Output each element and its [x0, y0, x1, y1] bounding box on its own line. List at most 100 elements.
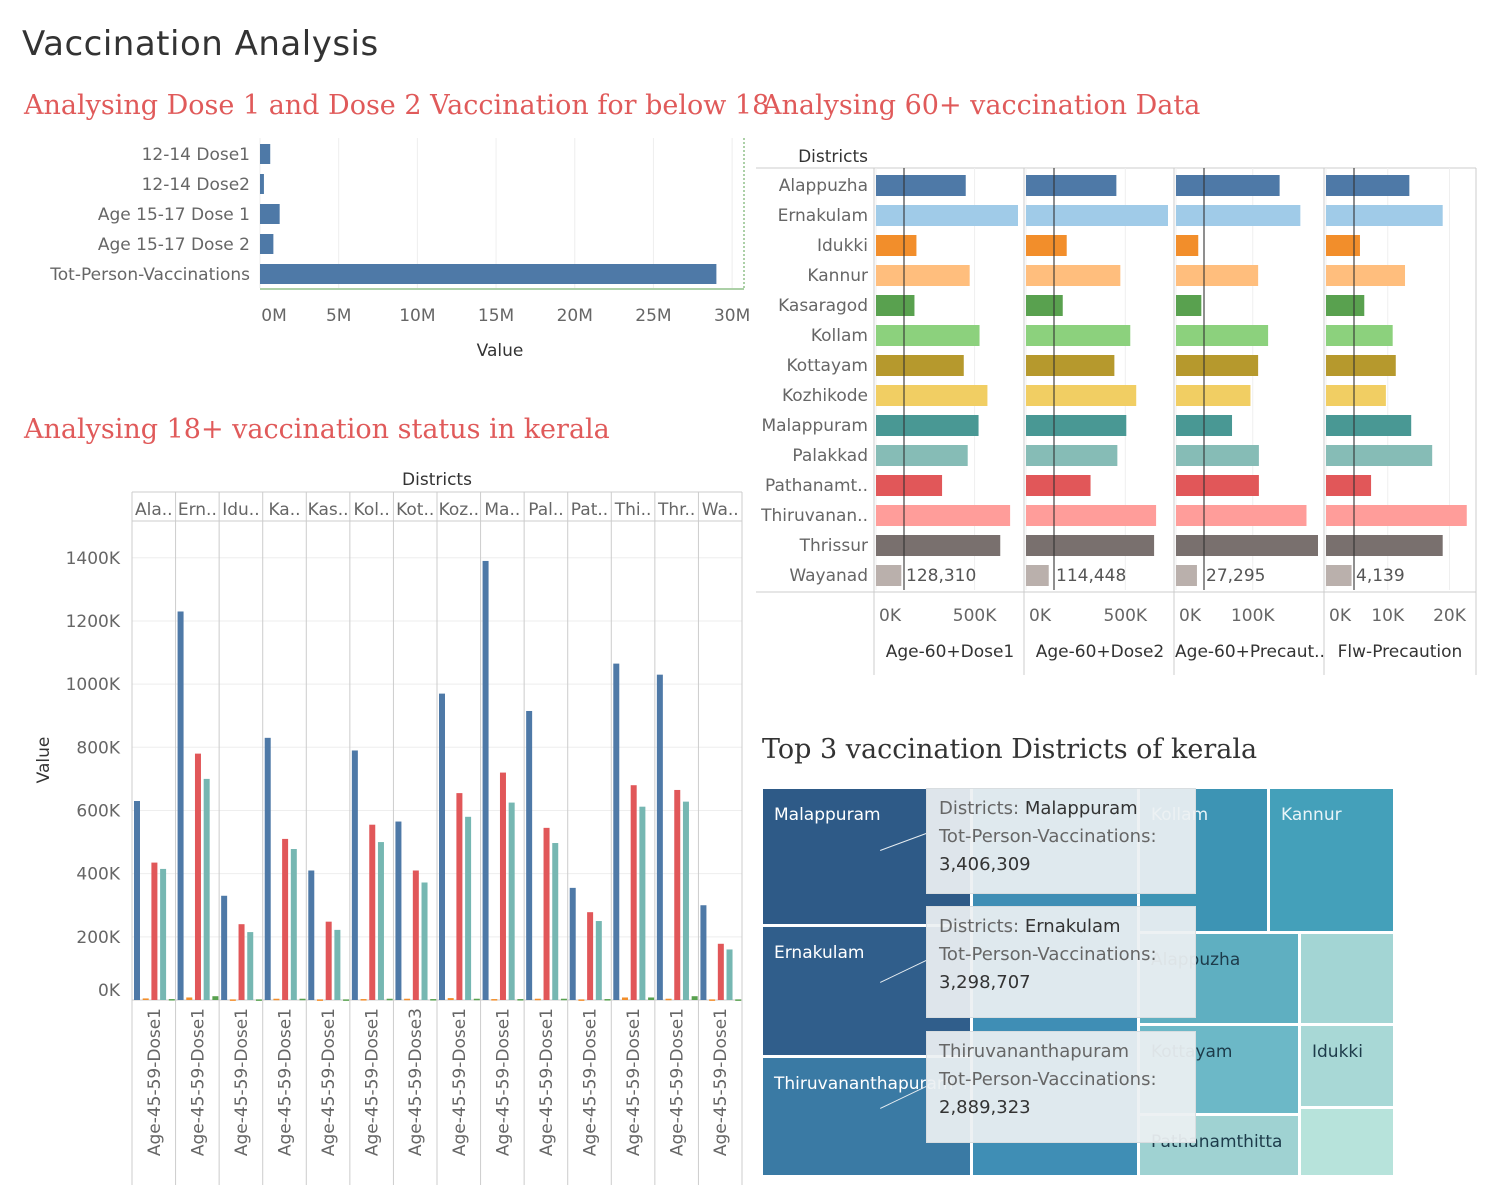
- senior-xtick-label: 500K: [1103, 606, 1147, 626]
- senior-bar: [1326, 535, 1443, 556]
- senior-bar-chart: Districts Alappuzha Ernakulam Idukki Kannur K…: [756, 147, 1477, 675]
- senior-bar: [1326, 475, 1372, 496]
- senior-xtick-label: 10K: [1371, 606, 1405, 626]
- senior-bar: [1026, 175, 1117, 196]
- adult-bar: [569, 887, 576, 1000]
- tooltip-field-value: Ernakulam: [1024, 916, 1121, 937]
- adult-district-header: Thr..: [657, 500, 695, 520]
- adult-district-header: Thi..: [614, 500, 652, 520]
- tooltip-measure-value: 2,889,323: [939, 1097, 1031, 1118]
- adult-ytick-label: 1000K: [66, 675, 121, 695]
- adult-bar: [212, 996, 219, 1000]
- senior-bar: [1176, 325, 1269, 346]
- adult-district-header: Wa..: [702, 500, 739, 520]
- adult-bar: [726, 949, 733, 1000]
- adult-bar: [334, 929, 341, 1000]
- senior-bar: [1026, 265, 1121, 286]
- adult-yaxis-label: Value: [34, 737, 54, 784]
- senior-bar: [1026, 355, 1115, 376]
- senior-district-label: Thrissur: [799, 536, 868, 556]
- senior-xtick-label: 100K: [1231, 606, 1275, 626]
- adult-ytick-label: 0K: [98, 981, 121, 1001]
- senior-bar: [1326, 505, 1467, 526]
- below18-xaxis-label: Value: [477, 341, 524, 361]
- adult-bar: [526, 710, 533, 1000]
- treemap-tile[interactable]: Idukki: [1300, 1025, 1394, 1107]
- senior-bar: [876, 535, 1001, 556]
- senior-bar: [1326, 385, 1386, 406]
- senior-data-label: 114,448: [1056, 566, 1126, 586]
- adult-bar: [587, 912, 594, 1000]
- adult-bar: [186, 997, 193, 1000]
- treemap-tile[interactable]: [1300, 1108, 1394, 1176]
- tooltip-measure-label: Tot-Person-Vaccinations:: [939, 826, 1157, 847]
- senior-bar: [1326, 295, 1365, 316]
- adult-bar: [439, 693, 445, 1000]
- adult-bar: [621, 997, 628, 1000]
- adult-bar: [717, 943, 724, 1000]
- top3-treemap: MalappuramErnakulamThiruvananthapuramKol…: [762, 788, 1404, 1176]
- senior-data-label: 4,139: [1356, 566, 1405, 586]
- below18-xtick-label: 30M: [714, 306, 750, 326]
- senior-xtick-label: 0K: [1179, 606, 1202, 626]
- senior-bar: [1026, 325, 1131, 346]
- tooltip-field-value: Malappuram: [1024, 798, 1138, 819]
- treemap-tile[interactable]: Kannur: [1269, 788, 1394, 932]
- senior-bar: [1176, 265, 1259, 286]
- adult-ytick-label: 1200K: [66, 612, 121, 632]
- adult-bar: [273, 998, 280, 1001]
- senior-xtick-label: 500K: [953, 606, 997, 626]
- adult-bar: [325, 921, 332, 1000]
- adult-bar: [160, 868, 167, 1000]
- senior-bar: [876, 445, 968, 466]
- senior-district-label: Kollam: [811, 326, 868, 346]
- senior-bar: [876, 175, 966, 196]
- adult-bar: [656, 674, 663, 1000]
- senior-bar: [1326, 325, 1393, 346]
- below18-xtick-label: 5M: [326, 306, 351, 326]
- adult-bar: [465, 816, 472, 1000]
- adult-bar: [229, 999, 236, 1001]
- treemap-tile-label: Malappuram: [774, 805, 881, 825]
- tooltip-line1: Thiruvananthapuram: [939, 1038, 1183, 1066]
- adult-bar: [447, 998, 454, 1000]
- adult-bar: [168, 999, 175, 1001]
- senior-bar: [876, 325, 980, 346]
- senior-bar: [1026, 385, 1137, 406]
- senior-panel-label: Age-60+Dose2: [1036, 642, 1165, 662]
- adult-bar: [482, 560, 489, 1000]
- adult-bar: [351, 750, 358, 1000]
- senior-bar: [876, 265, 970, 286]
- treemap-tile-label: Idukki: [1312, 1042, 1363, 1062]
- adult-district-header: Pal..: [528, 500, 563, 520]
- adult-ytick-label: 600K: [76, 801, 120, 821]
- adult-bottom-label: Age-45-59-Dose1: [581, 1008, 601, 1156]
- adult-bar: [142, 998, 149, 1000]
- senior-bar: [1176, 355, 1259, 376]
- adult-bar: [404, 998, 411, 1001]
- treemap-tile[interactable]: [1300, 933, 1394, 1024]
- below18-bar: [260, 234, 274, 254]
- senior-bar: [1176, 235, 1199, 256]
- tooltip-measure-label: Tot-Person-Vaccinations:: [939, 1069, 1157, 1090]
- below18-bar-chart: 0M 5M 10M 15M 20M 25M 30M 12-14 Dose1 12-14 Dose…: [49, 138, 750, 361]
- senior-bar: [1326, 205, 1443, 226]
- senior-bar: [876, 475, 943, 496]
- senior-bar: [876, 565, 902, 586]
- senior-bar: [1326, 355, 1396, 376]
- adult-bottom-label: Age-45-59-Dose1: [493, 1008, 513, 1156]
- senior-bar: [1176, 445, 1259, 466]
- senior-panel-label: Flw-Precaution: [1338, 642, 1463, 662]
- adult-bar: [613, 663, 620, 1000]
- adult-bar: [499, 772, 506, 1000]
- adult-bottom-label: Age-45-59-Dose1: [188, 1008, 208, 1156]
- senior-district-label: Malappuram: [761, 416, 868, 436]
- senior-data-label: 27,295: [1206, 566, 1265, 586]
- senior-district-label: Kasaragod: [778, 296, 868, 316]
- dashboard-title: Vaccination Analysis: [22, 24, 379, 64]
- treemap-tile-label: Thiruvananthapuram: [774, 1074, 954, 1094]
- adult-bottom-label: Age-45-59-Dose1: [363, 1008, 383, 1156]
- adult-bar: [578, 999, 585, 1001]
- adult-district-header: Koz..: [439, 500, 479, 520]
- adult-district-header: Ala..: [135, 500, 173, 520]
